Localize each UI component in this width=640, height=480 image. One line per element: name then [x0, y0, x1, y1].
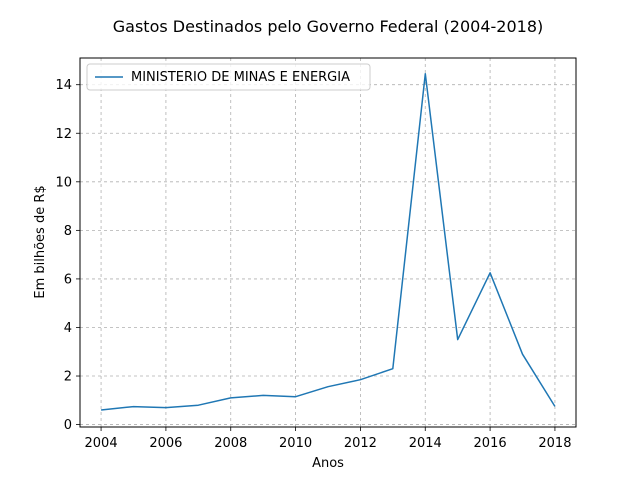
y-tick-label: 6: [64, 272, 72, 287]
series-lines: [101, 73, 556, 411]
y-tick-label: 0: [64, 418, 72, 433]
x-tick-label: 2018: [538, 436, 571, 451]
legend-entry-minas-energia: MINISTERIO DE MINAS E ENERGIA: [131, 70, 350, 85]
x-tick-label: 2014: [409, 436, 442, 451]
y-tick-label: 10: [55, 175, 72, 190]
plot-frame: [79, 57, 577, 428]
x-tick-label: 2008: [214, 436, 247, 451]
y-tick-label: 4: [64, 321, 72, 336]
chart-title: Gastos Destinados pelo Governo Federal (…: [113, 17, 543, 36]
y-tick-label: 8: [64, 224, 72, 239]
y-axis-label: Em bilhões de R$: [33, 185, 48, 298]
x-tick-label: 2010: [279, 436, 312, 451]
legend-box: [86, 63, 371, 91]
x-tick-label: 2012: [344, 436, 377, 451]
gridlines: [80, 58, 576, 427]
x-axis-label: Anos: [312, 456, 344, 471]
x-axis-ticks: 2004 2006 2008 2010 2012 2014 2016 2018: [85, 427, 571, 451]
series-line-0: [101, 73, 556, 411]
y-tick-label: 14: [55, 78, 72, 93]
y-tick-label: 12: [55, 127, 72, 142]
x-tick-label: 2016: [474, 436, 507, 451]
legend: MINISTERIO DE MINAS E ENERGIA: [86, 63, 371, 91]
y-tick-label: 2: [64, 370, 72, 385]
x-tick-label: 2004: [85, 436, 118, 451]
x-tick-label: 2006: [149, 436, 182, 451]
y-axis-ticks: 0 2 4 6 8 10 12 14: [55, 78, 80, 433]
